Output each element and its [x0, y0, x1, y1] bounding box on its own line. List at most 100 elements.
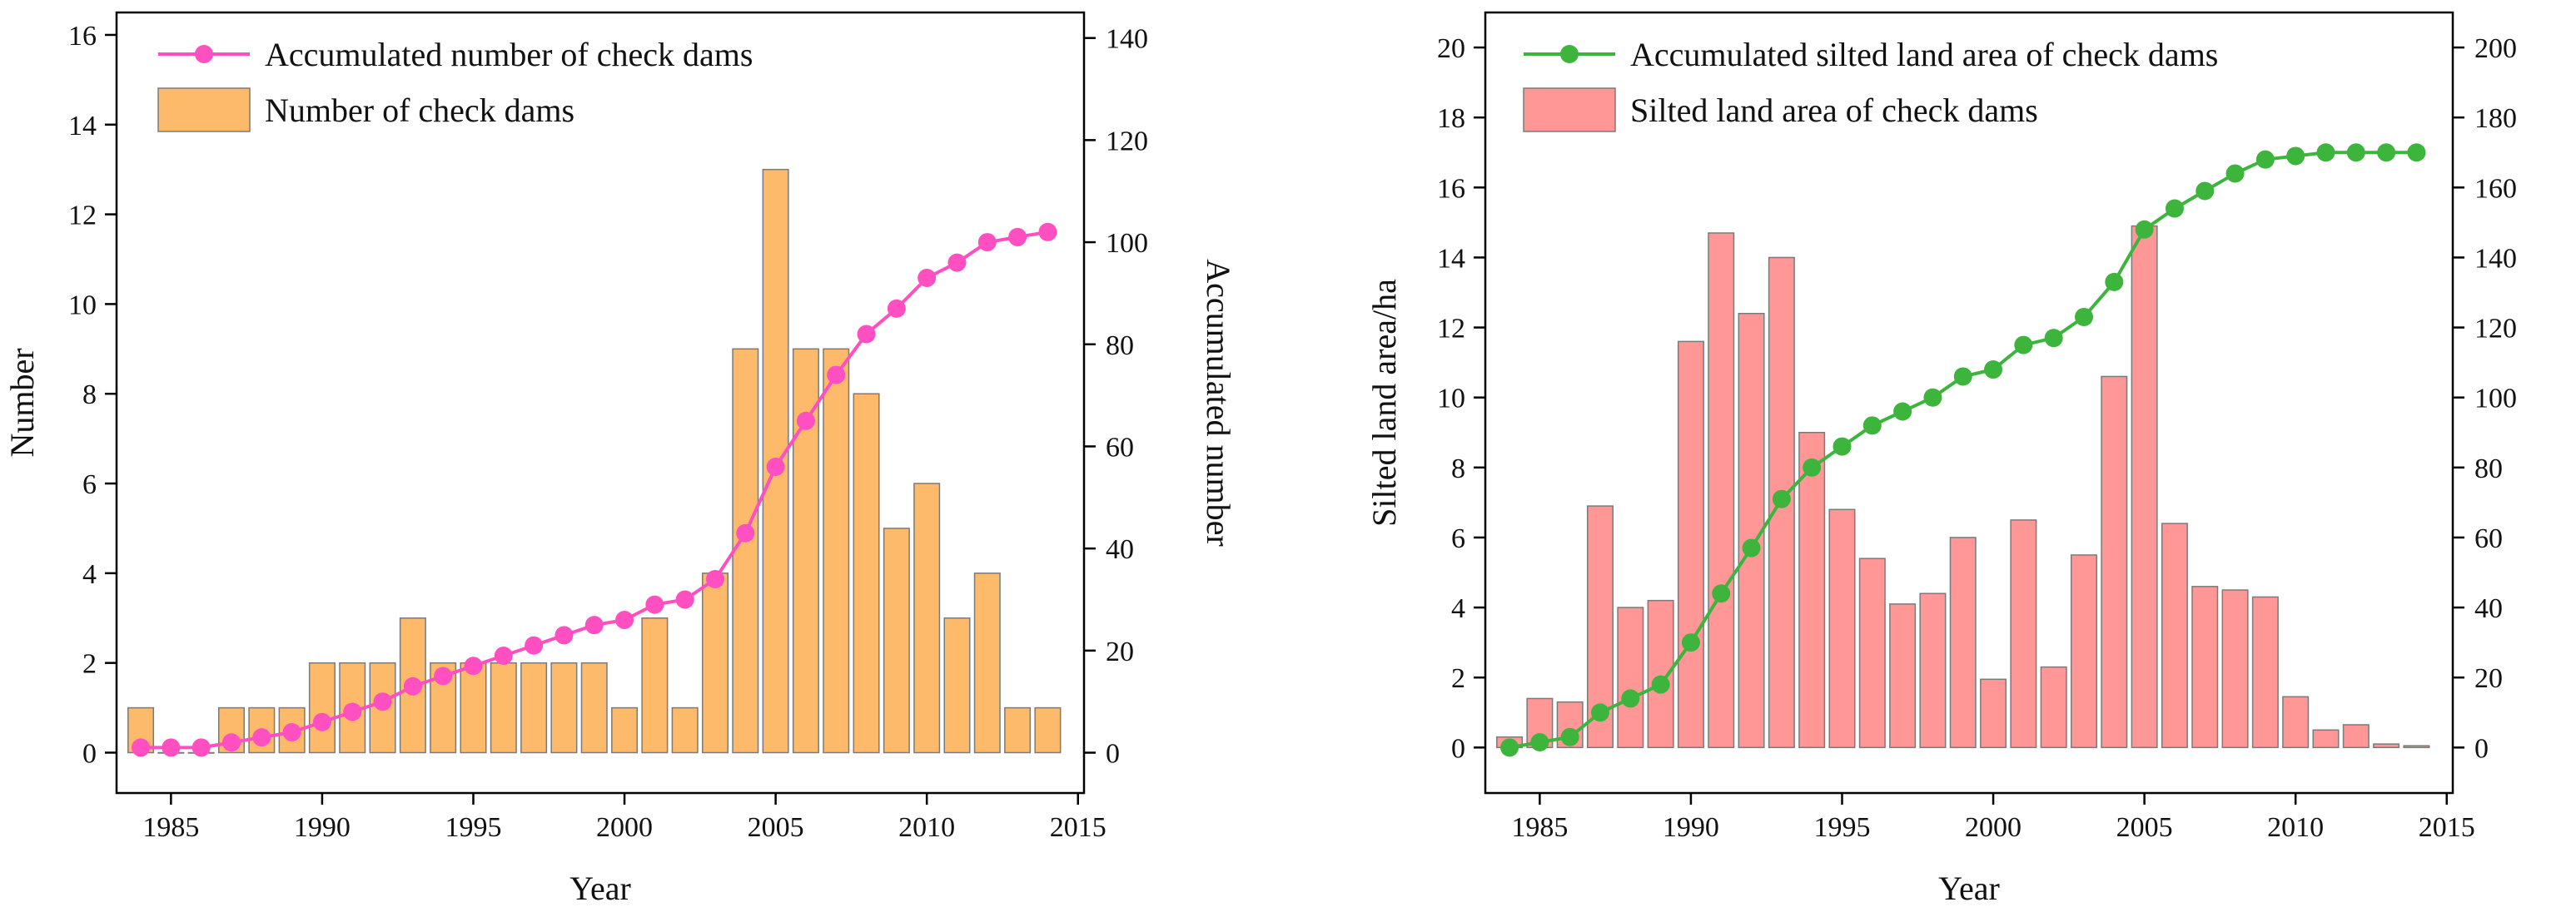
bar-2002: [2040, 666, 2067, 749]
y-right-tick-label: 120: [2474, 314, 2517, 345]
y-right-tick-label: 20: [1106, 637, 1134, 667]
y-left-tick-label: 6: [82, 469, 97, 500]
line-point-2002: [2044, 329, 2063, 348]
y-left-tick-label: 4: [1451, 593, 1465, 624]
y-left-tick-label: 2: [1451, 663, 1465, 694]
bar-2012: [973, 573, 1001, 754]
y-right-tick-label: 140: [1106, 24, 1148, 55]
line-point-2009: [2255, 150, 2275, 169]
y-right-tick-label: 100: [2474, 384, 2517, 414]
bar-2000: [1980, 678, 2007, 749]
line-point-1998: [554, 626, 574, 645]
bar-2009: [2251, 596, 2279, 749]
legend-bar-label: Number of check dams: [265, 92, 574, 129]
y-right-tick-label: 0: [2474, 733, 2489, 764]
bar-1995: [1828, 508, 1856, 749]
bar-2007: [823, 348, 850, 754]
line-point-2000: [615, 611, 634, 630]
plot-frame: [1484, 11, 2454, 795]
bar-1998: [1919, 592, 1947, 749]
x-tick-label: 2000: [596, 812, 653, 843]
line-point-2004: [2105, 272, 2124, 291]
bar-2011: [2312, 729, 2340, 749]
y-left-tick-label: 8: [82, 379, 97, 410]
line-point-1996: [494, 646, 513, 665]
bar-2002: [671, 706, 699, 754]
line-point-1984: [1500, 738, 1519, 757]
line-point-1996: [1862, 416, 1882, 435]
y-right-tick-label: 100: [1106, 228, 1148, 259]
line-point-1984: [132, 738, 151, 757]
bar-1994: [1798, 432, 1826, 749]
line-point-1997: [1893, 402, 1912, 421]
bar-1988: [1617, 607, 1644, 749]
line-point-2012: [2346, 143, 2365, 162]
line-point-1993: [1772, 489, 1791, 508]
y-right-tick-label: 40: [1106, 534, 1134, 565]
y-left-tick-label: 8: [1451, 454, 1465, 484]
bar-1999: [1949, 537, 1977, 749]
line-point-2005: [766, 457, 785, 476]
y-right-tick-label: 60: [1106, 432, 1134, 463]
line-point-1993: [403, 677, 422, 696]
line-point-2014: [2407, 143, 2426, 162]
line-point-2005: [2135, 220, 2154, 239]
line-point-2003: [2074, 307, 2093, 326]
line-point-1985: [1530, 733, 1549, 752]
y-left-tick-label: 12: [1437, 314, 1465, 345]
bar-2001: [641, 617, 669, 754]
x-tick-label: 2015: [1050, 812, 1106, 843]
line-point-2001: [2014, 335, 2033, 354]
x-tick-label: 2000: [1965, 812, 2022, 843]
line-point-1999: [1953, 367, 1972, 386]
plot-frame: [115, 11, 1086, 795]
line-point-2012: [977, 233, 997, 252]
bar-2003: [701, 573, 729, 754]
line-point-1992: [373, 692, 392, 711]
line-point-1990: [312, 712, 331, 731]
bar-1996: [490, 662, 517, 754]
bar-2000: [611, 706, 639, 754]
x-tick-label: 1990: [1663, 812, 1719, 843]
bar-1996: [1858, 558, 1886, 749]
y-right-tick-label: 80: [1106, 330, 1134, 361]
x-tick-label: 2010: [2267, 812, 2324, 843]
line-point-2010: [2286, 146, 2305, 166]
y-right-tick-label: 120: [1106, 126, 1148, 156]
bar-2006: [2161, 523, 2188, 749]
line-point-1992: [1742, 538, 1761, 558]
line-point-2014: [1038, 222, 1057, 241]
bar-2001: [2010, 519, 2037, 749]
y-right-tick-label: 160: [2474, 173, 2517, 204]
x-tick-label: 1985: [1511, 812, 1568, 843]
line-point-2011: [2316, 143, 2335, 162]
line-point-1995: [1833, 437, 1852, 456]
x-tick-label: 2005: [748, 812, 804, 843]
legend-line-marker: [1560, 45, 1579, 63]
line-point-2008: [2225, 164, 2245, 183]
bar-2007: [2191, 586, 2219, 749]
bar-1990: [308, 662, 336, 754]
y-left-tick-label: 4: [82, 559, 97, 590]
line-point-1995: [464, 657, 483, 676]
y-left-tick-label: 14: [1437, 243, 1465, 274]
legend-line-label: Accumulated silted land area of check da…: [1630, 36, 2218, 73]
y-left-tick-label: 10: [68, 290, 97, 320]
line-point-2013: [2377, 143, 2396, 162]
bar-2004: [2101, 375, 2128, 749]
x-tick-label: 1995: [1813, 812, 1870, 843]
y-left-tick-label: 0: [1451, 733, 1465, 764]
x-axis-label: Year: [569, 870, 631, 907]
x-axis-label: Year: [1938, 870, 2000, 907]
y-left-axis-label: Number: [3, 348, 41, 457]
y-right-tick-label: 0: [1106, 739, 1120, 770]
bar-2012: [2342, 724, 2370, 749]
y-right-tick-label: 60: [2474, 523, 2503, 554]
y-left-tick-label: 10: [1437, 384, 1465, 414]
bar-2011: [943, 617, 971, 754]
legend-line-marker: [195, 45, 213, 63]
y-left-tick-label: 0: [82, 738, 97, 769]
x-tick-label: 1985: [142, 812, 199, 843]
y-left-tick-label: 14: [68, 111, 97, 141]
line-point-1998: [1923, 388, 1942, 407]
